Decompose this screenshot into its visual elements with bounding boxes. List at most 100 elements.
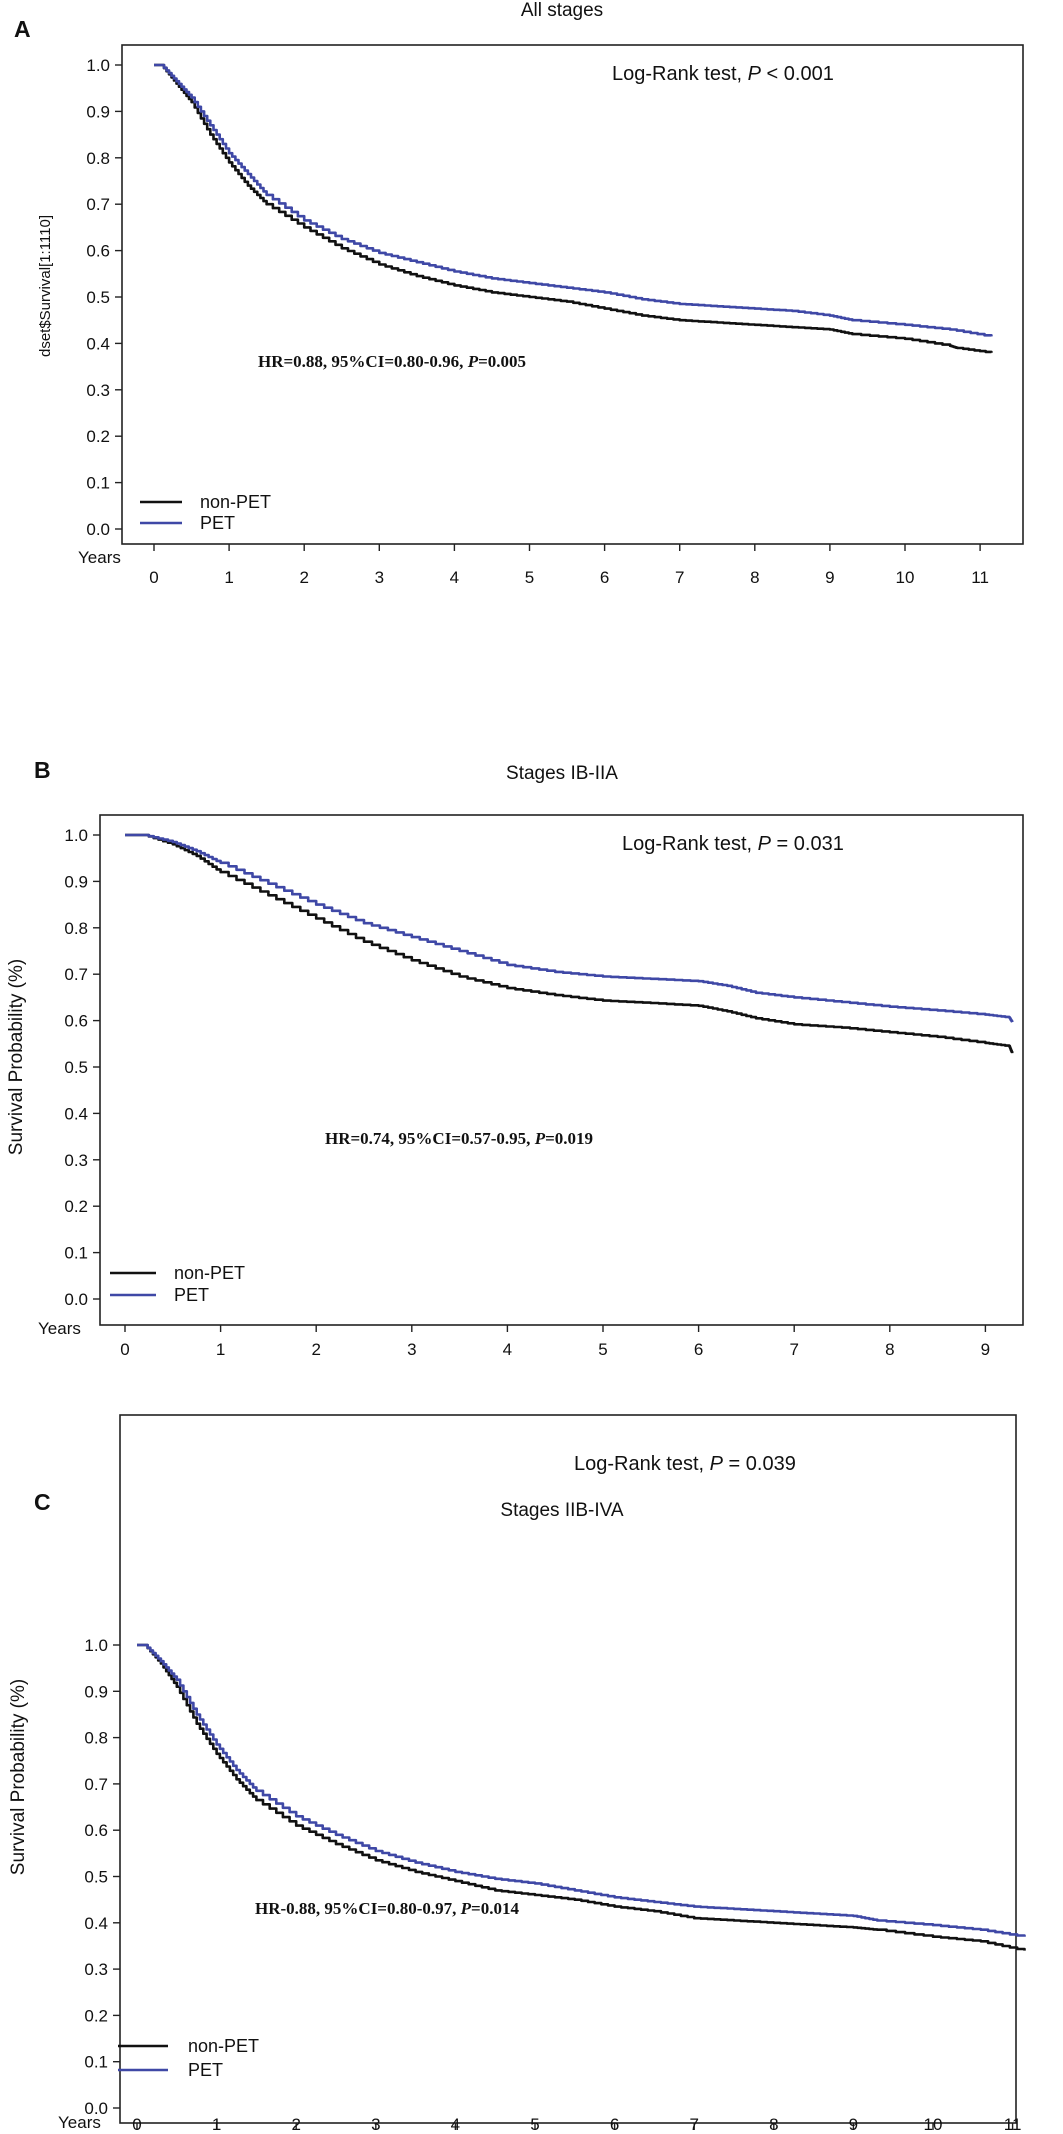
hr-prefix: HR-0.88, 95%CI=0.80-0.97, <box>255 1899 461 1918</box>
x-tick-label: 7 <box>675 568 684 587</box>
x-tick-label: 4 <box>450 568 459 587</box>
x-tick-label: 3 <box>371 2115 380 2134</box>
x-tick-label: 2 <box>311 1340 320 1359</box>
y-tick-label: 1.0 <box>86 56 110 75</box>
series-line-pet <box>137 1643 1026 1937</box>
legend-label: non-PET <box>188 2036 259 2056</box>
y-tick-label: 0.3 <box>64 1151 88 1170</box>
x-tick-label: 6 <box>600 568 609 587</box>
logrank-p-symbol: P <box>710 1453 724 1475</box>
y-tick-label: 0.3 <box>84 1960 108 1979</box>
y-tick-label: 0.7 <box>64 965 88 984</box>
x-tick-label: 1 <box>216 1340 225 1359</box>
y-tick-label: 0.0 <box>84 2099 108 2118</box>
logrank-prefix: Log-Rank test, <box>622 833 758 855</box>
logrank-annotation: Log-Rank test, P = 0.039 <box>574 1453 796 1475</box>
x-tick-label: 5 <box>598 1340 607 1359</box>
hr-p-value: =0.019 <box>545 1129 593 1148</box>
y-tick-label: 0.1 <box>86 474 110 493</box>
series-line-non-pet <box>137 1643 1026 1951</box>
x-tick-label: 1 <box>224 568 233 587</box>
y-tick-label: 0.2 <box>86 427 110 446</box>
legend-label: PET <box>174 1285 209 1305</box>
y-tick-label: 0.6 <box>84 1821 108 1840</box>
chart-panel-b: B Stages IB-IIA 0.0 0.1 0.2 0.3 0.4 0.5 0.6 0.7 0.… <box>6 757 1024 1359</box>
x-tick-label: 5 <box>525 568 534 587</box>
hazard-ratio-annotation: HR=0.88, 95%CI=0.80-0.96, P=0.005 <box>258 352 526 371</box>
x-tick-label: 8 <box>769 2115 778 2134</box>
y-tick-label: 0.0 <box>64 1290 88 1309</box>
y-tick-label: 0.3 <box>86 381 110 400</box>
x-tick-label: 4 <box>451 2115 460 2134</box>
x-axis-label: Years <box>78 548 121 567</box>
x-tick-label: 0 <box>120 1340 129 1359</box>
logrank-p-value: < 0.001 <box>761 63 834 85</box>
y-tick-label: 1.0 <box>84 1636 108 1655</box>
hr-p-value: =0.014 <box>471 1899 519 1918</box>
panel-label: A <box>14 16 31 42</box>
x-axis-label: Years <box>58 2113 101 2132</box>
y-tick-label: 0.6 <box>64 1012 88 1031</box>
logrank-p-value: = 0.039 <box>723 1453 796 1475</box>
y-tick-label: 0.1 <box>64 1244 88 1263</box>
x-tick-label: 6 <box>610 2115 619 2134</box>
x-tick-label: 0 <box>132 2115 141 2134</box>
y-tick-label: 0.6 <box>86 242 110 261</box>
x-tick-label: 1 <box>212 2115 221 2134</box>
y-axis-label: Survival Probability (%) <box>6 959 27 1155</box>
x-tick-label: 0 <box>149 568 158 587</box>
plot-frame <box>119 1414 1017 2124</box>
y-tick-label: 0.4 <box>84 1914 108 1933</box>
y-tick-label: 0.5 <box>86 288 110 307</box>
legend-label: PET <box>200 513 235 533</box>
x-tick-label: 9 <box>825 568 834 587</box>
hr-prefix: HR=0.74, 95%CI=0.57-0.95, <box>325 1129 535 1148</box>
y-tick-label: 0.2 <box>84 2006 108 2025</box>
x-tick-label: 9 <box>849 2115 858 2134</box>
x-tick-label: 10 <box>896 568 915 587</box>
x-tick-label: 6 <box>694 1340 703 1359</box>
series-line-non-pet <box>125 833 1014 1054</box>
logrank-annotation: Log-Rank test, P < 0.001 <box>612 63 834 85</box>
chart-title: Stages IIB-IVA <box>500 1500 624 1521</box>
logrank-prefix: Log-Rank test, <box>574 1453 710 1475</box>
logrank-p-symbol: P <box>748 63 762 85</box>
series-line-pet <box>125 833 1014 1023</box>
legend-label: non-PET <box>174 1263 245 1283</box>
logrank-p-symbol: P <box>758 833 772 855</box>
hr-p-symbol: P <box>460 1899 472 1918</box>
y-tick-label: 0.9 <box>84 1682 108 1701</box>
hr-p-value: =0.005 <box>478 352 526 371</box>
hr-p-symbol: P <box>534 1129 546 1148</box>
x-tick-label: 10 <box>924 2115 943 2134</box>
x-tick-label: 7 <box>789 1340 798 1359</box>
hazard-ratio-annotation: HR-0.88, 95%CI=0.80-0.97, P=0.014 <box>255 1899 519 1918</box>
chart-title: Stages IB-IIA <box>506 763 618 784</box>
logrank-annotation: Log-Rank test, P = 0.031 <box>622 833 844 855</box>
logrank-p-value: = 0.031 <box>771 833 844 855</box>
y-axis-label: Survival Probability (%) <box>8 1679 29 1875</box>
logrank-prefix: Log-Rank test, <box>612 63 748 85</box>
panel-label: C <box>34 1489 51 1515</box>
y-tick-label: 0.8 <box>86 149 110 168</box>
hazard-ratio-annotation: HR=0.74, 95%CI=0.57-0.95, P=0.019 <box>325 1129 593 1148</box>
chart-title: All stages <box>521 0 603 21</box>
x-tick-label: 11 <box>1004 2115 1022 2134</box>
x-tick-label: 8 <box>750 568 759 587</box>
y-tick-label: 0.5 <box>64 1058 88 1077</box>
hr-prefix: HR=0.88, 95%CI=0.80-0.96, <box>258 352 468 371</box>
y-tick-label: 0.4 <box>64 1104 88 1123</box>
y-axis-label: dset$Survival[1:1110] <box>37 215 54 357</box>
plot-frame <box>121 44 1024 545</box>
y-tick-label: 0.9 <box>64 872 88 891</box>
x-tick-label: 2 <box>299 568 308 587</box>
y-tick-label: 0.7 <box>84 1775 108 1794</box>
y-tick-label: 0.2 <box>64 1197 88 1216</box>
x-tick-label: 2 <box>291 2115 300 2134</box>
x-tick-label: 9 <box>981 1340 990 1359</box>
y-tick-label: 1.0 <box>64 826 88 845</box>
